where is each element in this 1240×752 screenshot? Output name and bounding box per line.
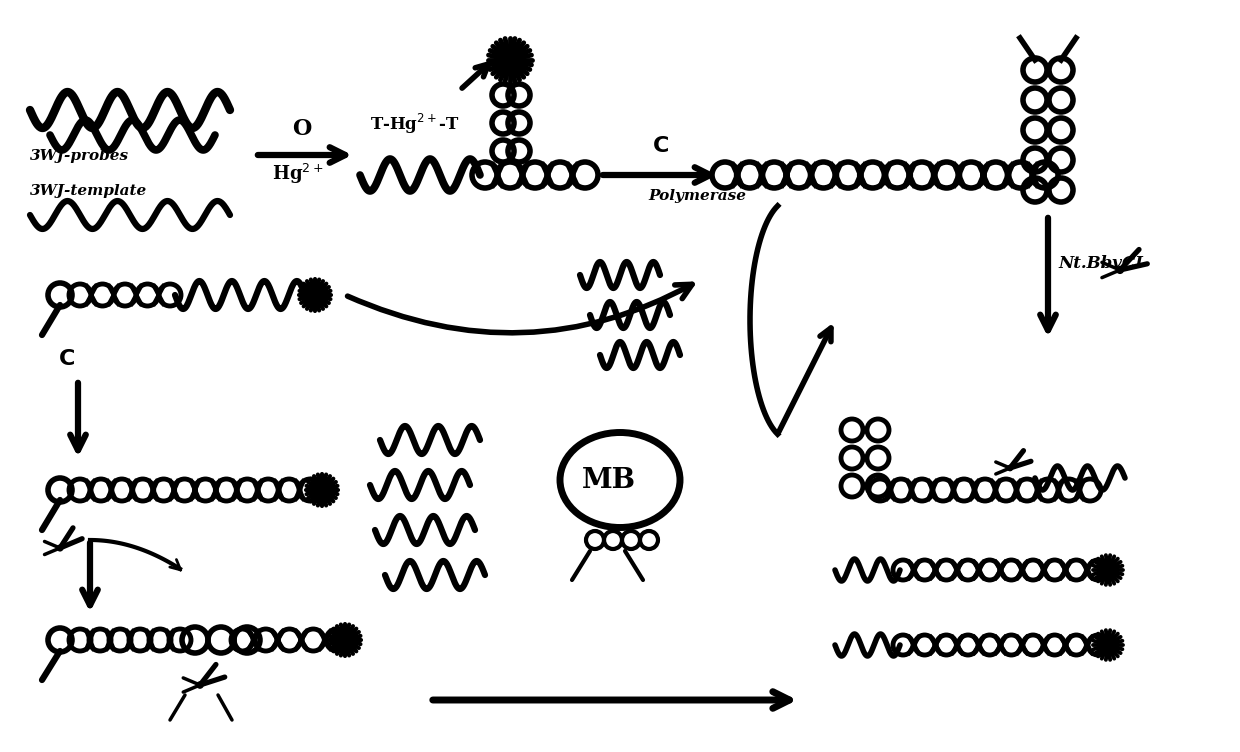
Text: MB: MB: [582, 467, 636, 494]
Circle shape: [197, 682, 203, 688]
Circle shape: [1117, 267, 1123, 274]
Text: 3WJ-template: 3WJ-template: [30, 184, 148, 198]
Text: Hg$^{2+}$: Hg$^{2+}$: [273, 162, 324, 186]
Text: O: O: [293, 118, 311, 140]
Text: T-Hg$^{2+}$-T: T-Hg$^{2+}$-T: [370, 112, 460, 136]
Text: Nt.BbvCI: Nt.BbvCI: [1058, 255, 1143, 272]
Text: $\mathbf{C}$: $\mathbf{C}$: [651, 135, 668, 157]
Text: Polymerase: Polymerase: [649, 189, 746, 203]
Text: $\mathbf{C}$: $\mathbf{C}$: [58, 348, 74, 370]
Circle shape: [57, 545, 63, 551]
Circle shape: [1007, 465, 1013, 471]
Text: 3WJ-probes: 3WJ-probes: [30, 149, 129, 163]
